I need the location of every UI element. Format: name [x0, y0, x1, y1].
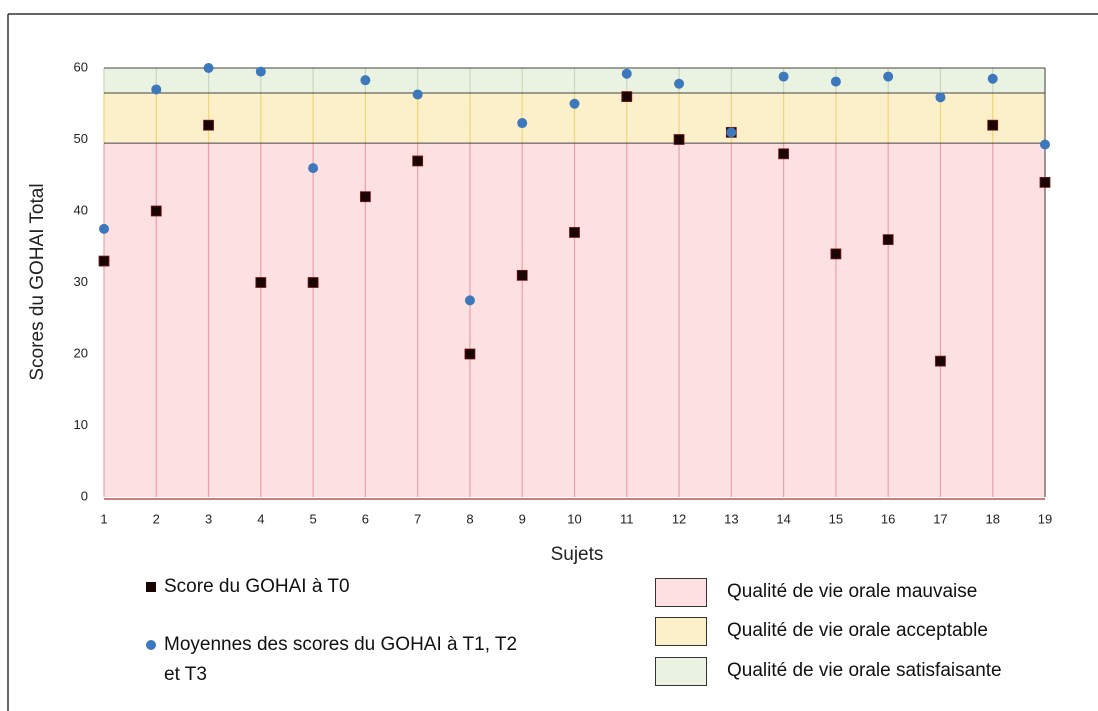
- marker-circle: [151, 84, 162, 95]
- marker-circle: [726, 127, 737, 138]
- x-tick-label: 2: [153, 511, 160, 526]
- y-tick-label: 40: [74, 202, 88, 217]
- marker-circle: [1040, 139, 1050, 150]
- x-tick-label: 1: [100, 511, 107, 526]
- x-tick-label: 16: [881, 511, 895, 526]
- x-tick-label: 14: [776, 511, 790, 526]
- legend-label: Score du GOHAI à T0: [164, 576, 350, 597]
- marker-square: [203, 119, 214, 131]
- marker-circle: [99, 223, 109, 234]
- y-axis-label: Scores du GOHAI Total: [27, 183, 48, 380]
- y-tick-label: 0: [81, 488, 88, 503]
- x-tick-label: 4: [257, 511, 264, 526]
- y-tick-label: 10: [74, 417, 88, 432]
- x-axis-label: Sujets: [551, 544, 604, 565]
- marker-circle: [412, 89, 423, 100]
- legend-label: Qualité de vie orale mauvaise: [727, 581, 978, 602]
- marker-square: [307, 277, 319, 288]
- x-tick-label: 10: [567, 511, 581, 526]
- x-tick-label: 15: [829, 511, 843, 526]
- x-tick-label: 13: [724, 511, 738, 526]
- marker-square: [359, 191, 371, 203]
- legend-marker: [146, 582, 156, 592]
- marker-square: [987, 119, 999, 131]
- marker-circle: [778, 71, 789, 82]
- x-tick-label: 3: [205, 511, 212, 526]
- marker-circle: [883, 71, 894, 82]
- x-tick-label: 18: [985, 511, 999, 526]
- marker-square: [150, 205, 162, 217]
- marker-square: [621, 91, 633, 102]
- marker-square: [882, 234, 894, 246]
- x-tick-label: 5: [309, 511, 316, 526]
- marker-circle: [360, 75, 371, 86]
- legend-swatch: [655, 657, 707, 686]
- x-tick-label: 11: [620, 511, 634, 526]
- x-tick-label: 7: [414, 511, 421, 526]
- marker-square: [569, 227, 580, 238]
- marker-square: [412, 155, 424, 167]
- marker-square: [778, 148, 790, 160]
- y-tick-label: 60: [74, 59, 88, 74]
- legend-label: Qualité de vie orale acceptable: [727, 620, 988, 641]
- legend-label: Moyennes des scores du GOHAI à T1, T2 et…: [164, 634, 518, 685]
- marker-circle: [255, 66, 266, 77]
- x-tick-label: 8: [466, 511, 473, 526]
- marker-square: [830, 248, 842, 260]
- marker-circle: [987, 73, 998, 84]
- marker-circle: [935, 92, 946, 103]
- marker-square: [673, 134, 685, 145]
- marker-square: [255, 277, 267, 288]
- marker-circle: [569, 98, 580, 109]
- marker-circle: [621, 68, 632, 79]
- y-tick-label: 30: [74, 274, 88, 289]
- legend-swatch: [655, 578, 707, 607]
- marker-square: [98, 255, 110, 267]
- x-tick-label: 19: [1038, 511, 1052, 526]
- marker-circle: [464, 295, 475, 306]
- marker-circle: [517, 118, 528, 129]
- y-tick-label: 50: [74, 131, 88, 146]
- marker-square: [1039, 176, 1051, 188]
- x-tick-label: 9: [519, 511, 526, 526]
- marker-square: [464, 348, 476, 360]
- marker-circle: [308, 163, 319, 174]
- marker-square: [935, 355, 946, 367]
- x-tick-label: 12: [672, 511, 686, 526]
- marker-square: [516, 269, 528, 281]
- legend-label: Qualité de vie orale satisfaisante: [727, 660, 1002, 681]
- marker-circle: [830, 76, 841, 87]
- x-tick-label: 6: [362, 511, 369, 526]
- x-tick-label: 17: [933, 511, 947, 526]
- marker-circle: [674, 78, 685, 89]
- legend-marker: [146, 640, 156, 650]
- y-tick-label: 20: [74, 345, 88, 360]
- legend-swatch: [655, 617, 707, 646]
- marker-circle: [203, 63, 214, 73]
